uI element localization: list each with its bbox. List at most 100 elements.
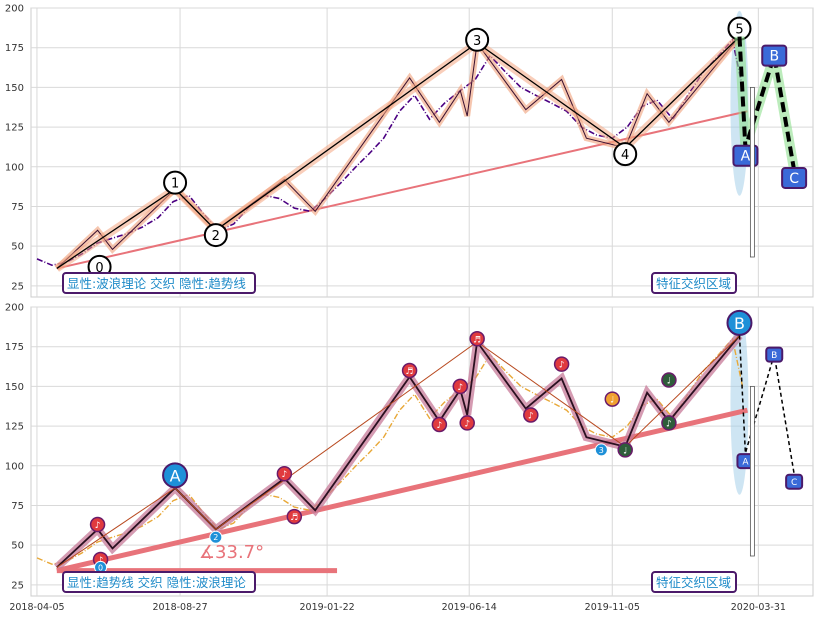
abc-point-label: A: [742, 458, 749, 468]
wave-point-label: 2: [212, 229, 220, 244]
pattern-marker-label: ♪: [528, 411, 534, 421]
pattern-marker: [661, 415, 677, 431]
abc-point-label: A: [741, 149, 751, 165]
price-series-line: [36, 38, 744, 267]
bottom-panel: 25 50 75 100 125 150 175 200 ∡33.7° ♪ ♪ ♪ ♬ ♬ ♪ ♪ ♪ ♬ ♪ ♪ ♩ ♩…: [5, 303, 814, 597]
y-tick-label: 200: [5, 4, 24, 15]
abc-point-label: C: [791, 478, 797, 488]
x-tick-label: 2019-06-14: [442, 602, 497, 613]
wave-point-marker: [203, 223, 228, 248]
wave-point-marker: [163, 170, 188, 195]
abc-projection-line: [738, 335, 795, 474]
y-tick-label: 125: [5, 123, 24, 134]
abc-point-label: C: [789, 171, 799, 187]
y-tick-label: 100: [5, 461, 24, 472]
pattern-marker: [617, 442, 633, 458]
wave-small-marker: [594, 443, 608, 457]
plot-frame: [30, 7, 814, 298]
wave-thin-line: [56, 335, 740, 568]
pattern-marker-label: ♬: [473, 335, 481, 345]
wave-point-label: 5: [735, 23, 743, 38]
wave-small-marker: [209, 530, 223, 544]
interleave-label-right: 特征交织区域: [651, 571, 737, 593]
pattern-marker-label: ♪: [282, 470, 288, 480]
pattern-marker-label: ♪: [559, 361, 565, 371]
projection-guide: [749, 86, 755, 258]
pattern-marker: [89, 516, 106, 533]
strategy-label-left: 显性:趋势线 交织 隐性:波浪理论: [62, 571, 256, 593]
strategy-label-text: 显性:趋势线 交织 隐性:波浪理论: [67, 575, 246, 590]
pattern-marker-label: ♩: [667, 377, 671, 387]
wave-big-label: A: [170, 466, 181, 485]
interleave-label-box: [651, 272, 737, 294]
pattern-marker-label: ♪: [457, 383, 463, 393]
interleave-label-text: 特征交织区域: [656, 276, 731, 291]
abc-point-box: [761, 44, 788, 67]
wave-small-label: 0: [98, 563, 103, 572]
pattern-marker: [459, 415, 475, 431]
pattern-marker-label: ♬: [406, 367, 414, 377]
wave-point-marker: [613, 142, 638, 167]
y-tick-label: 175: [5, 43, 24, 54]
x-axis: 2018-04-05 2018-08-27 2019-01-22 2019-06-14…: [9, 602, 786, 613]
wave-small-label: 3: [599, 446, 604, 455]
y-tick-label: 175: [5, 342, 24, 353]
wave-point-label: 3: [473, 34, 481, 49]
y-tick-label: 50: [11, 541, 24, 552]
abc-point-box: [785, 473, 804, 490]
x-tick-label: 2018-04-05: [9, 602, 64, 613]
top-panel: 25 50 75 100 125 150 175 200 0 1 2 3 4 5 A B C 显性:波浪理论 交织…: [5, 4, 814, 298]
pattern-marker: [604, 391, 621, 407]
y-tick-label: 50: [11, 242, 24, 253]
x-tick-label: 2018-08-27: [152, 602, 207, 613]
pattern-marker: [452, 378, 469, 395]
y-tick-label: 125: [5, 422, 24, 433]
pattern-marker-label: ♪: [95, 521, 101, 531]
x-tick-label: 2020-03-31: [731, 602, 786, 613]
interleave-highlight: [730, 309, 749, 495]
wave-line: [56, 36, 740, 269]
abc-point-label: B: [771, 351, 777, 361]
wave-big-marker: [726, 309, 753, 336]
plot-frame: [30, 306, 814, 597]
interleave-label-box: [651, 571, 737, 593]
interleave-label-text: 特征交织区域: [656, 575, 731, 590]
pattern-marker-label: ♪: [464, 419, 470, 429]
wave-point-label: 4: [621, 148, 629, 163]
abc-point-box: [765, 346, 784, 363]
y-tick-label: 150: [5, 83, 24, 94]
pattern-marker-label: ♪: [437, 421, 443, 431]
x-tick-label: 2019-01-22: [299, 602, 354, 613]
y-tick-label: 25: [11, 281, 24, 292]
pattern-marker: [553, 356, 570, 372]
abc-projection-line: [737, 36, 797, 171]
pattern-marker: [661, 372, 677, 388]
pattern-marker-label: ♬: [290, 513, 298, 523]
interleave-label-right: 特征交织区域: [651, 272, 737, 294]
y-tick-label: 75: [11, 202, 24, 213]
x-tick-label: 2019-11-05: [585, 602, 640, 613]
strategy-label-box: [62, 272, 256, 294]
y-tick-label: 100: [5, 162, 24, 173]
wave-point-label: 1: [171, 177, 179, 192]
abc-point-label: B: [769, 49, 779, 65]
wave-small-label: 2: [213, 533, 218, 542]
strategy-label-left: 显性:波浪理论 交织 隐性:趋势线: [62, 272, 256, 294]
angle-label: ∡33.7°: [199, 542, 264, 563]
wave-point-marker: [465, 27, 490, 52]
pattern-marker: [523, 407, 539, 423]
pattern-marker-label: ♩: [610, 396, 614, 406]
wave-point-label: 0: [95, 261, 103, 276]
pattern-marker: [431, 416, 448, 433]
y-tick-label: 150: [5, 382, 24, 393]
pattern-marker-label: ♪: [666, 419, 672, 429]
strategy-label-text: 显性:波浪理论 交织 隐性:趋势线: [67, 276, 246, 291]
price-series-line: [36, 337, 744, 565]
y-tick-label: 200: [5, 303, 24, 314]
wave-big-label: B: [734, 314, 745, 333]
projection-guide: [749, 385, 755, 557]
pattern-marker: [401, 362, 418, 379]
pattern-marker: [276, 465, 293, 482]
